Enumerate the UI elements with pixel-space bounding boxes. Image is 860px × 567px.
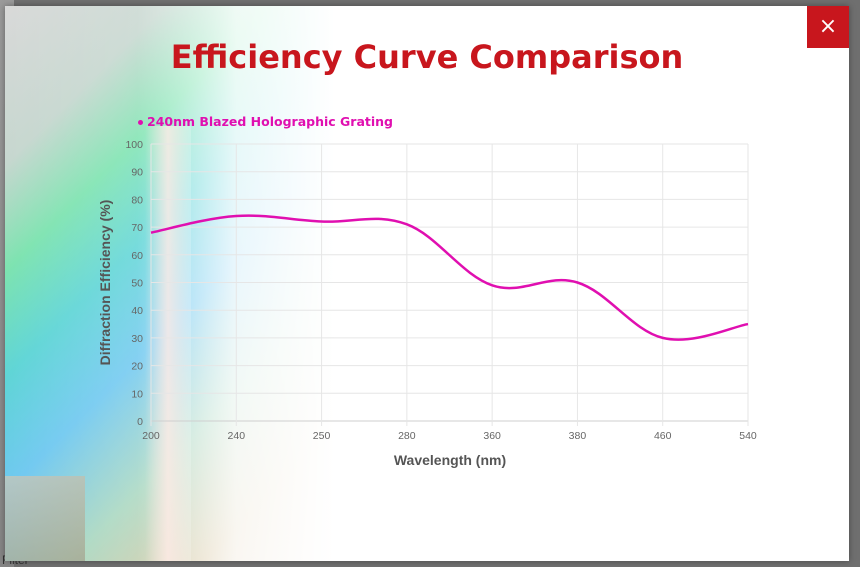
x-tick-label: 250 bbox=[313, 430, 331, 442]
x-tick-label: 540 bbox=[739, 430, 757, 442]
y-tick-label: 30 bbox=[131, 333, 143, 345]
y-tick-label: 10 bbox=[131, 388, 143, 400]
y-tick-labels: 0 10 20 30 40 50 60 70 80 90 100 bbox=[125, 139, 143, 428]
x-tick-labels: 200 240 250 280 360 380 460 540 bbox=[142, 430, 757, 442]
y-axis-label: Diffraction Efficiency (%) bbox=[97, 200, 113, 366]
y-tick-label: 70 bbox=[131, 222, 143, 234]
chart-legend[interactable]: 240nm Blazed Holographic Grating bbox=[138, 114, 393, 129]
chart-grid bbox=[150, 143, 749, 426]
close-button[interactable]: × bbox=[807, 6, 849, 48]
series-line bbox=[150, 214, 749, 341]
modal-title: Efficiency Curve Comparison bbox=[170, 38, 684, 76]
y-tick-label: 100 bbox=[125, 139, 143, 151]
legend-dot-icon bbox=[138, 120, 143, 125]
y-tick-label: 60 bbox=[131, 250, 143, 262]
y-tick-label: 0 bbox=[137, 416, 143, 428]
legend-series-label: 240nm Blazed Holographic Grating bbox=[147, 114, 393, 129]
y-tick-label: 90 bbox=[131, 167, 143, 179]
x-tick-label: 460 bbox=[654, 430, 672, 442]
x-tick-label: 200 bbox=[142, 430, 160, 442]
chart-modal: × Efficiency Curve Comparison 240nm Blaz… bbox=[5, 6, 849, 561]
x-tick-label: 360 bbox=[483, 430, 501, 442]
y-tick-label: 50 bbox=[131, 278, 143, 290]
x-tick-label: 380 bbox=[569, 430, 587, 442]
y-tick-label: 40 bbox=[131, 305, 143, 317]
background-photo-corner bbox=[5, 476, 85, 561]
y-tick-label: 80 bbox=[131, 194, 143, 206]
y-tick-label: 20 bbox=[131, 361, 143, 373]
x-axis-label: Wavelength (nm) bbox=[394, 452, 506, 468]
background-photo-frame bbox=[145, 126, 191, 561]
x-tick-label: 240 bbox=[228, 430, 246, 442]
x-tick-label: 280 bbox=[398, 430, 416, 442]
efficiency-chart: 0 10 20 30 40 50 60 70 80 90 100 200 240 250 280 360 38… bbox=[97, 139, 757, 468]
